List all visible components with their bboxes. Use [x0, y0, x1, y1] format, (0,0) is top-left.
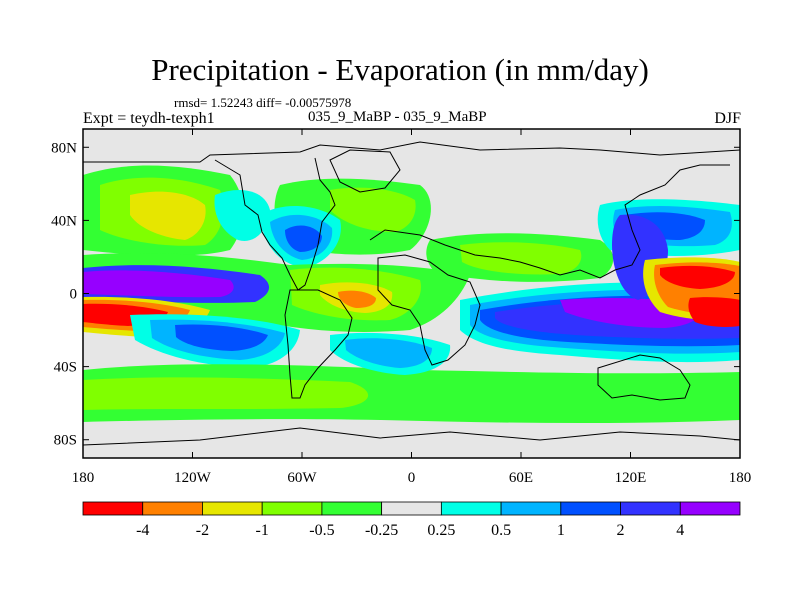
colorbar-swatch — [679, 501, 741, 516]
y-tick-label: 80N — [51, 140, 77, 156]
colorbar-label: 1 — [557, 522, 565, 539]
field-purple-itcz — [83, 270, 234, 298]
x-tick-label: 0 — [408, 470, 416, 486]
y-tick-label: 40N — [51, 213, 77, 229]
y-tick-label: 40S — [54, 360, 77, 376]
field-lightgreen-atlantic — [330, 187, 416, 232]
colorbar-swatch — [560, 501, 621, 516]
colorbar-swatch — [142, 501, 203, 516]
field-yellow-nh-pacific — [130, 191, 206, 240]
stats-label: rmsd= 1.52243 diff= -0.00575978 — [174, 95, 352, 110]
colorbar-swatch — [440, 501, 502, 516]
colorbar-label: -0.5 — [309, 522, 334, 539]
field-red-sw-pacific — [688, 297, 740, 327]
coastline-australia — [597, 354, 691, 401]
x-tick-label: 60E — [509, 470, 533, 486]
coastline-africa — [377, 254, 481, 366]
field-lightblue-sh-atlantic — [345, 338, 432, 368]
field-blue-south-pacific — [175, 324, 268, 351]
colorbar-label: 0.25 — [427, 522, 455, 539]
colorbar-label: -4 — [136, 522, 149, 539]
field-blue-gulfstream — [285, 225, 322, 252]
coastline-antarctica — [83, 427, 740, 446]
coastline-greenland — [329, 149, 401, 193]
colorbar-label: 0.5 — [491, 522, 511, 539]
x-tick-label: 60W — [287, 470, 317, 486]
colorbar-label: -0.25 — [365, 522, 398, 539]
x-tick-label: 120W — [174, 470, 212, 486]
field-lightgreen-sh — [83, 377, 369, 410]
coastlines — [83, 141, 740, 446]
map-field — [83, 129, 740, 458]
colorbar-swatch — [620, 501, 681, 516]
colorbar-swatch — [321, 501, 383, 516]
page-title: Precipitation - Evaporation (in mm/day) — [151, 52, 649, 87]
coastline-arctic — [83, 141, 740, 163]
y-tick-label: 80S — [54, 433, 77, 449]
colorbar-swatch — [381, 501, 442, 516]
colorbar-swatch — [500, 501, 562, 516]
field-red-nw-pacific — [660, 265, 735, 289]
coastline-eurasia — [369, 164, 730, 279]
y-axis: 80N 40N 0 40S 80S — [51, 140, 740, 449]
field-cyan-east-pacific — [214, 190, 270, 241]
x-tick-label: 180 — [729, 470, 752, 486]
colorbar-label: 4 — [676, 522, 684, 539]
season-label: DJF — [714, 110, 741, 127]
colorbar-swatch — [261, 501, 323, 516]
colorbar-swatch — [82, 501, 144, 516]
colorbar-swatch — [202, 501, 263, 516]
field-lightgreen-asia — [460, 242, 582, 275]
colorbar-label: -1 — [256, 522, 269, 539]
x-axis: 180 120W 60W 0 60E 120E 180 — [72, 129, 752, 486]
colorbar: -4 -2 -1 -0.5 -0.25 0.25 0.5 1 2 4 — [82, 501, 741, 539]
field-orange-tropics — [338, 290, 376, 308]
colorbar-label: -2 — [196, 522, 209, 539]
x-tick-label: 180 — [72, 470, 95, 486]
period-label: 035_9_MaBP - 035_9_MaBP — [308, 109, 487, 125]
experiment-label: Expt = teydh-texph1 — [83, 110, 215, 127]
colorbar-label: 2 — [617, 522, 625, 539]
x-tick-label: 120E — [615, 470, 647, 486]
coastline-south-america — [284, 289, 353, 399]
y-tick-label: 0 — [70, 287, 78, 303]
